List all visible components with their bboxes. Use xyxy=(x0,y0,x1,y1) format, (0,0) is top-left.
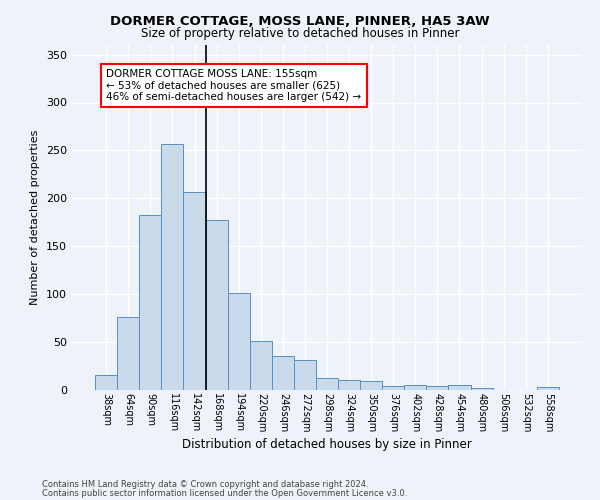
Bar xyxy=(537,387,559,390)
X-axis label: Distribution of detached houses by size in Pinner: Distribution of detached houses by size … xyxy=(182,438,472,451)
Bar xyxy=(404,385,427,390)
Bar xyxy=(272,356,294,390)
Bar xyxy=(139,214,161,390)
Bar xyxy=(117,317,139,390)
Bar xyxy=(316,378,338,390)
Text: DORMER COTTAGE, MOSS LANE, PINNER, HA5 3AW: DORMER COTTAGE, MOSS LANE, PINNER, HA5 3… xyxy=(110,15,490,28)
Bar xyxy=(448,385,470,390)
Bar xyxy=(470,388,493,390)
Bar xyxy=(206,220,227,390)
Y-axis label: Number of detached properties: Number of detached properties xyxy=(31,130,40,305)
Bar xyxy=(294,360,316,390)
Bar xyxy=(184,192,206,390)
Bar xyxy=(95,374,117,390)
Text: Contains HM Land Registry data © Crown copyright and database right 2024.: Contains HM Land Registry data © Crown c… xyxy=(42,480,368,489)
Bar xyxy=(382,386,404,390)
Bar xyxy=(161,144,184,390)
Bar xyxy=(338,380,360,390)
Text: DORMER COTTAGE MOSS LANE: 155sqm
← 53% of detached houses are smaller (625)
46% : DORMER COTTAGE MOSS LANE: 155sqm ← 53% o… xyxy=(106,69,361,102)
Bar xyxy=(360,382,382,390)
Bar xyxy=(227,293,250,390)
Bar xyxy=(250,341,272,390)
Text: Contains public sector information licensed under the Open Government Licence v3: Contains public sector information licen… xyxy=(42,488,407,498)
Text: Size of property relative to detached houses in Pinner: Size of property relative to detached ho… xyxy=(141,28,459,40)
Bar xyxy=(427,386,448,390)
